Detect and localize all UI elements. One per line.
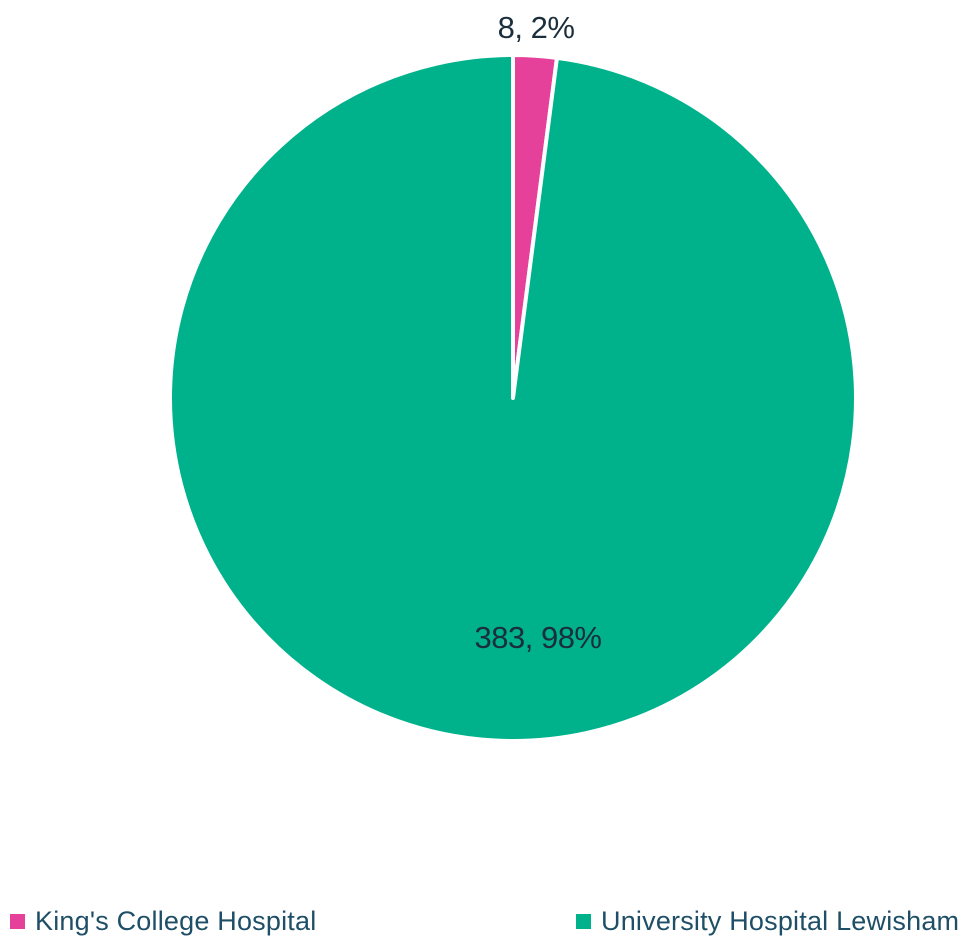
legend-label-university-hospital-lewisham: University Hospital Lewisham <box>601 906 960 936</box>
legend: King's College Hospital University Hospi… <box>0 904 979 939</box>
pie-slices <box>168 53 858 743</box>
legend-swatch-university-hospital-lewisham <box>576 914 591 929</box>
legend-swatch-kings-college-hospital <box>10 914 25 929</box>
legend-item-university-hospital-lewisham[interactable]: University Hospital Lewisham <box>576 904 959 939</box>
data-label-king-s-college-hospital: 8, 2% <box>498 10 575 45</box>
legend-item-kings-college-hospital[interactable]: King's College Hospital <box>10 904 316 939</box>
pie-slice-university-hospital-lewisham[interactable] <box>168 53 858 743</box>
pie-data-labels: 8, 2% 383, 98% <box>475 10 603 655</box>
legend-label-kings-college-hospital: King's College Hospital <box>35 906 317 936</box>
data-label-university-hospital-lewisham: 383, 98% <box>475 620 602 655</box>
